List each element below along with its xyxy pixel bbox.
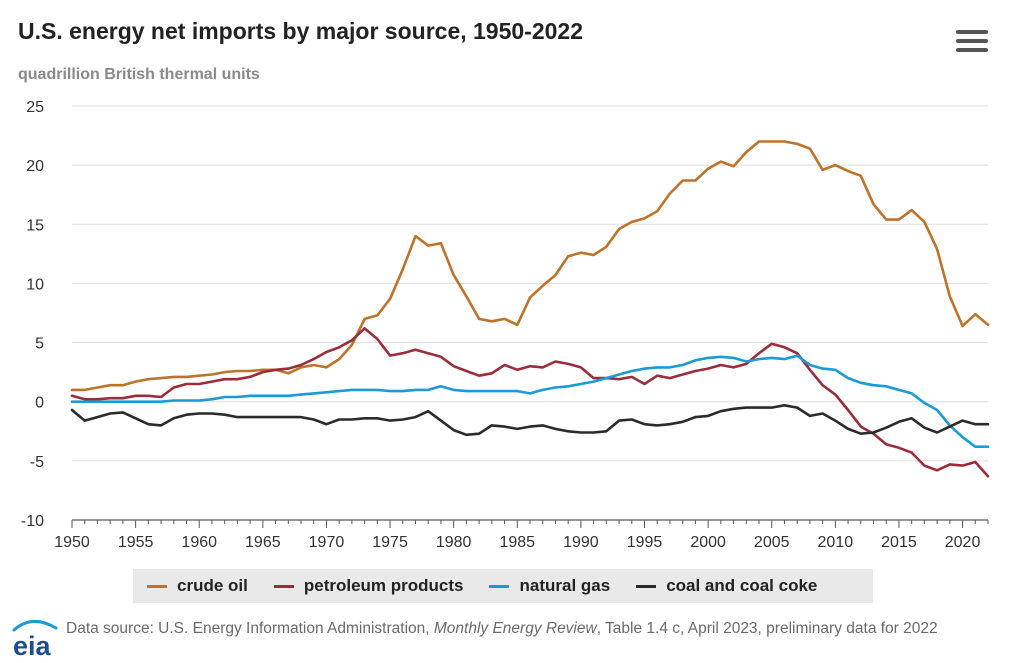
x-tick-label: 1995 [627, 534, 663, 551]
x-tick-label: 1965 [245, 534, 281, 551]
legend-item-crude-oil[interactable]: crude oil [147, 576, 248, 596]
x-tick-label: 2010 [818, 534, 854, 551]
y-tick-label: 5 [35, 336, 44, 353]
series-line-coal-and-coal-coke [70, 403, 990, 437]
menu-bar [956, 30, 988, 34]
x-tick-label: 2005 [754, 534, 790, 551]
legend-label: natural gas [519, 576, 611, 595]
x-tick-label: 1990 [563, 534, 599, 551]
x-tick-label: 1950 [54, 534, 90, 551]
legend-item-coal-and-coal-coke[interactable]: coal and coal coke [636, 576, 817, 596]
logo-text: eia [13, 631, 52, 658]
x-tick-label: 1980 [436, 534, 472, 551]
legend-label: crude oil [177, 576, 248, 595]
series-line-natural-gas [70, 354, 990, 449]
y-tick-label: 0 [35, 395, 44, 412]
line-chart: -10 -5 0 5 10 15 20 25 1950 1955 1960 1965 1970 1975 1… [21, 99, 990, 551]
x-tick-label: 1960 [181, 534, 217, 551]
x-tick-label: 2015 [881, 534, 917, 551]
legend-label: coal and coal coke [666, 576, 818, 595]
source-prefix: Data source: U.S. Energy Information Adm… [66, 620, 434, 637]
x-tick-label: 2000 [690, 534, 726, 551]
menu-bar [956, 39, 988, 43]
x-tick-label: 1970 [309, 534, 345, 551]
legend-item-petroleum-products[interactable]: petroleum products [273, 576, 464, 596]
series-line-crude-oil [70, 140, 990, 392]
series-line-petroleum-products [70, 327, 990, 478]
legend-swatch [489, 584, 510, 588]
x-tick-label: 1975 [372, 534, 408, 551]
y-tick-label: 10 [26, 276, 44, 293]
chart-subtitle: quadrillion British thermal units [18, 66, 260, 83]
hamburger-menu-icon[interactable] [956, 30, 988, 56]
x-tick-label: 1985 [499, 534, 535, 551]
legend-swatch [273, 584, 294, 588]
menu-bar [956, 48, 988, 52]
y-tick-label: -5 [30, 454, 44, 471]
source-publication: Monthly Energy Review [433, 620, 597, 637]
legend-label: petroleum products [303, 576, 464, 595]
chart-legend: crude oil petroleum products natural gas co… [133, 569, 873, 603]
y-tick-label: 15 [26, 217, 44, 234]
legend-swatch [147, 584, 167, 588]
x-tick-label: 1955 [118, 534, 154, 551]
y-tick-label: -10 [21, 513, 44, 530]
y-tick-label: 20 [26, 158, 44, 175]
y-tick-label: 25 [26, 99, 44, 116]
data-source-note: Data source: U.S. Energy Information Adm… [66, 619, 986, 639]
chart-title: U.S. energy net imports by major source,… [18, 18, 584, 44]
eia-logo: eia [12, 620, 58, 658]
source-suffix: , Table 1.4 c, April 2023, preliminary d… [596, 620, 938, 637]
legend-item-natural-gas[interactable]: natural gas [489, 576, 610, 596]
legend-swatch [636, 584, 657, 588]
x-tick-label: 2020 [945, 534, 981, 551]
